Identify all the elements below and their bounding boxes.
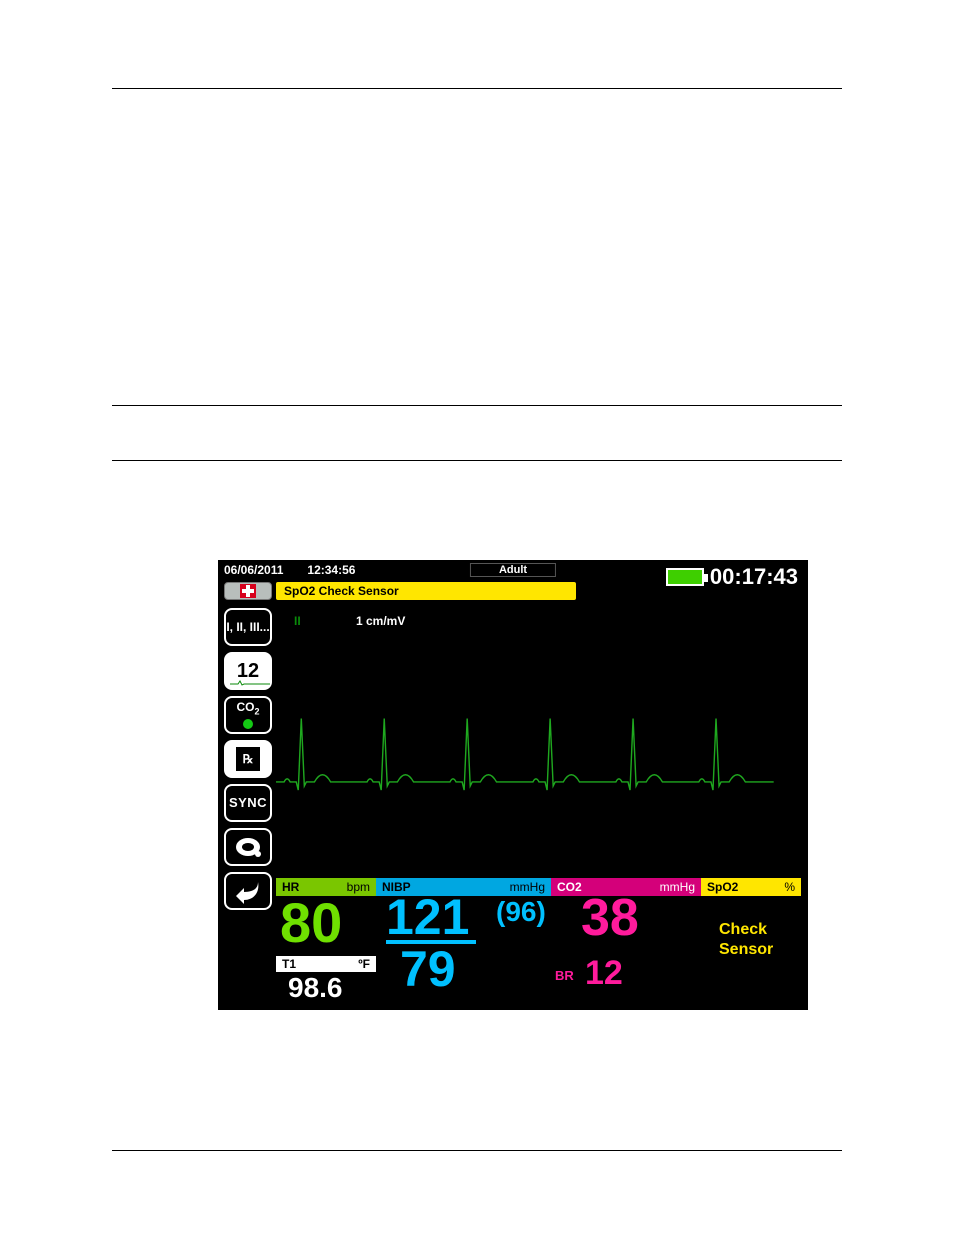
spo2-message: Check Sensor	[719, 920, 773, 960]
alert-banner: SpO2 Check Sensor	[276, 582, 576, 600]
waveform-size-button[interactable]: 12	[224, 652, 272, 690]
page-rule-4	[112, 1150, 842, 1151]
ecg-waveform-area: II 1 cm/mV	[276, 608, 802, 874]
t1-block: T1 ºF 98.6	[276, 956, 376, 1004]
softkey-column: I, II, III... 12 CO2 ℞ SYNC	[224, 608, 272, 910]
nibp-diastolic: 79	[400, 940, 456, 998]
t1-header: T1 ºF	[276, 956, 376, 972]
medical-cross-icon	[240, 584, 256, 598]
sync-button[interactable]: SYNC	[224, 784, 272, 822]
spo2-label: SpO2	[707, 880, 738, 894]
mini-ecg-icon	[230, 680, 270, 686]
patient-mode: Adult	[470, 563, 556, 577]
back-arrow-icon	[232, 878, 264, 904]
co2-body: 38 BR 12	[551, 896, 701, 1004]
t1-label: T1	[282, 957, 296, 971]
co2-label: CO2	[236, 701, 259, 717]
quick-access-button[interactable]	[224, 582, 272, 600]
time-text: 12:34:56	[307, 563, 355, 577]
br-value: 12	[585, 954, 623, 993]
page-rule-1	[112, 88, 842, 89]
ecg-trace	[276, 608, 802, 874]
rx-icon: ℞	[236, 747, 260, 771]
co2-button[interactable]: CO2	[224, 696, 272, 734]
date-text: 06/06/2011	[224, 563, 283, 577]
waveform-size-value: 12	[237, 661, 259, 682]
hr-value: 80	[280, 890, 342, 955]
page-rule-3	[112, 460, 842, 461]
spo2-header: SpO2 %	[701, 878, 801, 896]
hr-unit: bpm	[347, 880, 370, 894]
treatment-button[interactable]: ℞	[224, 740, 272, 778]
t1-value: 98.6	[276, 972, 376, 1004]
nibp-unit: mmHg	[510, 880, 545, 894]
nibp-body: 121 79 (96)	[376, 896, 551, 1004]
nibp-map: (96)	[496, 896, 546, 928]
page-rule-2	[112, 405, 842, 406]
spo2-unit: %	[784, 880, 795, 894]
co2-value: 38	[581, 888, 639, 948]
nibp-cuff-icon	[233, 834, 263, 860]
leads-button[interactable]: I, II, III...	[224, 608, 272, 646]
co2-label-h: CO2	[557, 880, 582, 894]
spo2-body: Check Sensor	[701, 896, 801, 1004]
nibp-button[interactable]	[224, 828, 272, 866]
co2-unit: mmHg	[660, 880, 695, 894]
back-button[interactable]	[224, 872, 272, 910]
alert-row: SpO2 Check Sensor	[224, 582, 802, 600]
t1-unit: ºF	[358, 957, 370, 971]
br-label: BR	[555, 968, 574, 983]
patient-monitor-screenshot: 06/06/2011 12:34:56 Adult 00:17:43 SpO2 …	[218, 560, 808, 1010]
nibp-systolic: 121	[386, 888, 469, 946]
co2-status-dot-icon	[243, 719, 253, 729]
